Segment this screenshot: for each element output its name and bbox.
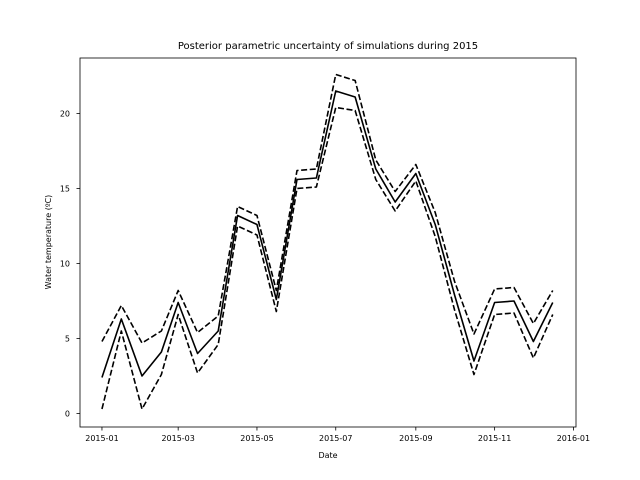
x-tick-label: 2015-07: [319, 434, 352, 443]
x-tick-label: 2015-01: [85, 434, 118, 443]
series-line-bound-1: [101, 73, 554, 344]
x-tick-label: 2015-09: [399, 434, 432, 443]
y-tick-label: 15: [60, 185, 70, 194]
y-tick-label: 10: [60, 260, 70, 269]
series-layer: [101, 73, 554, 410]
chart-title: Posterior parametric uncertainty of simu…: [178, 41, 478, 52]
y-tick-label: 5: [65, 335, 70, 344]
x-tick-label: 2015-05: [240, 434, 273, 443]
x-axis-label: Date: [318, 451, 337, 460]
y-axis: 0 5 10 15 20: [60, 110, 80, 419]
x-tick-label: 2015-03: [161, 434, 194, 443]
x-tick-label: 2015-11: [478, 434, 511, 443]
series-line-mean: [101, 90, 554, 378]
series-line-bound-2: [101, 106, 554, 410]
plot-frame: [79, 57, 577, 428]
x-tick-label: 2016-01: [557, 434, 590, 443]
x-axis: 2015-01 2015-03 2015-05 2015-07 2015-09 2015-…: [85, 427, 590, 443]
y-axis-label: Water temperature (ºC): [44, 195, 53, 290]
y-tick-label: 20: [60, 110, 70, 119]
y-tick-label: 0: [65, 410, 70, 419]
